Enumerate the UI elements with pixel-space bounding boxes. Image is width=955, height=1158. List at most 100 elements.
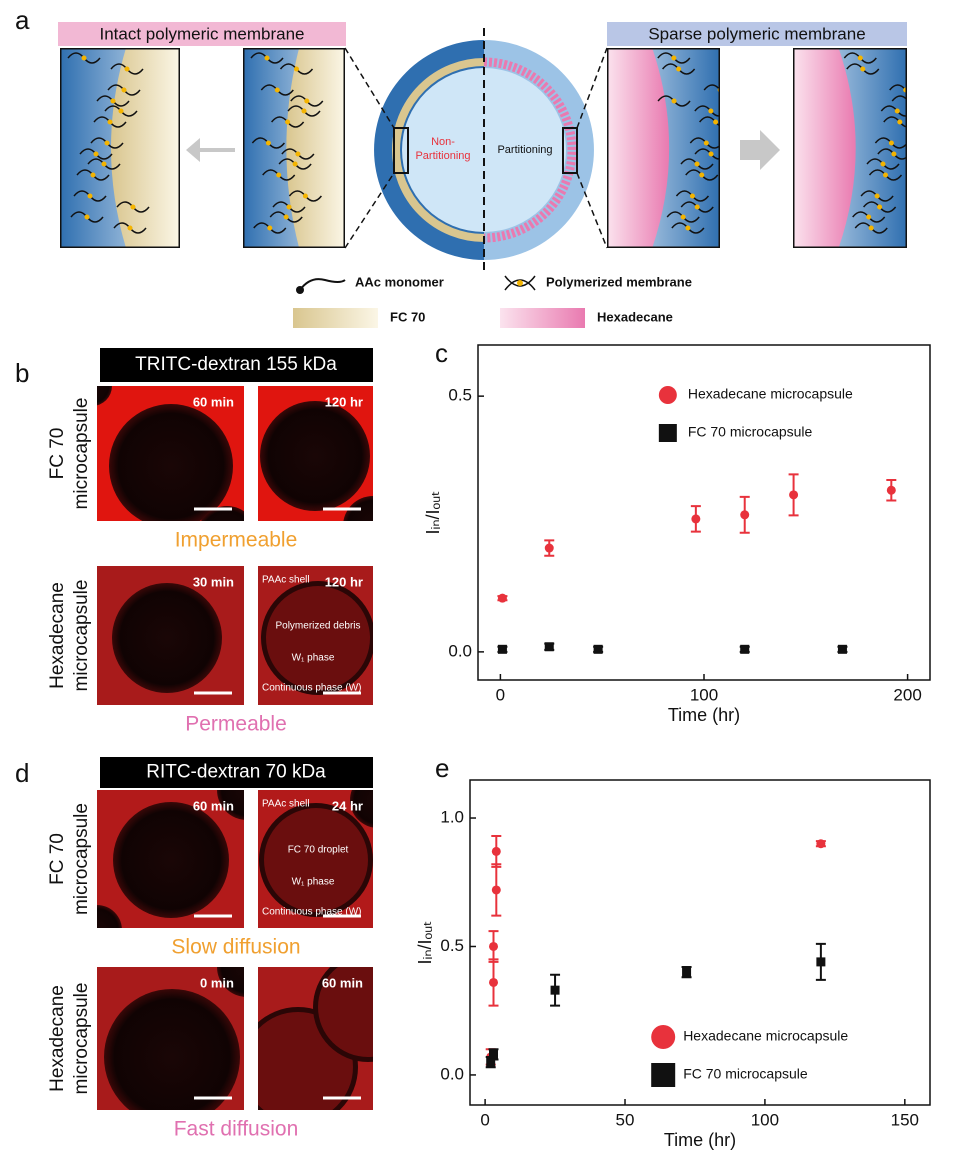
capsule [350, 790, 373, 828]
time-label: 60 min [322, 975, 363, 990]
y-tick-label: 0.0 [448, 641, 472, 660]
row-label: FC 70 [47, 428, 68, 480]
marker [544, 543, 554, 553]
node [121, 87, 127, 93]
node [868, 225, 874, 231]
node [127, 225, 133, 231]
legend-icon [299, 278, 346, 291]
node [676, 66, 682, 72]
marker [491, 885, 501, 895]
x-tick-label: 0 [496, 685, 505, 704]
node [267, 225, 273, 231]
node [713, 119, 719, 125]
y-tick-label: 1.0 [440, 808, 464, 827]
oil [111, 48, 180, 248]
marker [740, 644, 750, 654]
panel-title: Intact polymeric membrane [99, 24, 304, 43]
micrograph [258, 566, 373, 705]
legend-icon [517, 280, 523, 286]
node [302, 193, 308, 199]
row-label: Hexadecane [47, 582, 68, 689]
node [294, 66, 299, 72]
time-label: 120 hr [325, 574, 363, 589]
node [292, 161, 298, 167]
marker [816, 957, 826, 967]
caption: Slow diffusion [171, 936, 300, 959]
node [857, 55, 863, 61]
annotation: PAAc shell [262, 575, 310, 586]
chain [703, 84, 720, 91]
marker [816, 839, 826, 849]
capsule [343, 496, 373, 521]
node [708, 151, 714, 157]
y-tick-label: 0.5 [448, 386, 472, 405]
micrograph [97, 386, 244, 521]
node [295, 151, 301, 157]
capsule [266, 586, 370, 690]
capsule [217, 790, 244, 820]
capsule [112, 583, 222, 693]
node [694, 161, 700, 167]
x-axis-label: Time (hr) [668, 705, 740, 725]
annotation: W₁ phase [292, 877, 335, 888]
marker [550, 985, 560, 995]
marker [489, 977, 499, 987]
micrograph [258, 967, 373, 1110]
zoom-line [576, 172, 608, 249]
caption: Impermeable [175, 529, 298, 552]
node [717, 87, 720, 93]
zoom-box [393, 127, 409, 174]
legend-label: FC 70 microcapsule [688, 424, 813, 440]
frame [243, 48, 345, 248]
oil [607, 48, 670, 248]
time-label: 60 min [193, 798, 234, 813]
node [694, 204, 700, 210]
legend-label: Hexadecane [597, 309, 673, 324]
marker [497, 644, 507, 654]
marker [489, 1049, 499, 1059]
schematic-box [793, 48, 907, 248]
node [81, 55, 87, 61]
row-label: microcapsule [71, 983, 92, 1095]
node [671, 98, 677, 104]
marker [682, 967, 692, 977]
frame [607, 48, 720, 248]
node [264, 55, 270, 61]
row-label: FC 70 [47, 833, 68, 885]
node [874, 193, 880, 199]
node [897, 119, 903, 125]
legend-label: Polymerized membrane [546, 274, 692, 289]
y-tick-label: 0.5 [440, 936, 464, 955]
title-bar [607, 22, 907, 46]
time-label: 120 hr [325, 394, 363, 409]
node [685, 225, 691, 231]
node [274, 87, 280, 93]
annotation: Continuous phase (W) [262, 683, 362, 694]
node [286, 204, 292, 210]
panel-label: e [435, 753, 449, 783]
schematic-box [243, 48, 345, 248]
marker [740, 510, 750, 520]
node [680, 214, 686, 220]
marker [651, 1063, 676, 1087]
marker [886, 485, 896, 495]
node [101, 161, 107, 167]
micrograph [97, 790, 244, 928]
arrow [740, 130, 780, 170]
annotation: FC 70 droplet [288, 845, 349, 856]
node [888, 140, 894, 146]
micrograph [258, 790, 373, 928]
legend-label: FC 70 [390, 309, 425, 324]
panel-label: d [15, 758, 29, 788]
x-tick-label: 0 [480, 1110, 489, 1129]
marker [691, 514, 701, 524]
legend-label: Hexadecane microcapsule [683, 1028, 848, 1044]
header-bar [100, 348, 373, 382]
node [304, 98, 310, 104]
zoom-line [576, 47, 608, 129]
x-tick-label: 50 [616, 1110, 635, 1129]
capsule [260, 401, 370, 511]
legend-label: Hexadecane microcapsule [688, 386, 853, 402]
node [118, 108, 124, 114]
